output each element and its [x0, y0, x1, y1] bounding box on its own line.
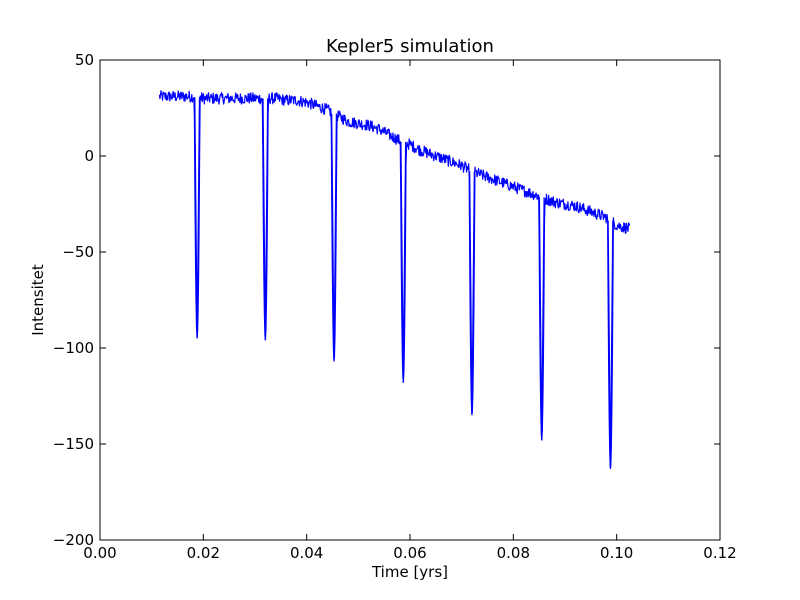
y-tick-label: −50	[62, 243, 94, 261]
plot-frame	[99, 59, 721, 541]
series-line	[158, 90, 631, 469]
y-tick-label: −200	[53, 531, 94, 549]
x-axis-label: Time [yrs]	[371, 563, 448, 581]
y-tick-label: 0	[84, 147, 94, 165]
x-tick-label: 0.02	[187, 544, 220, 562]
x-tick-label: 0.12	[703, 544, 736, 562]
y-tick-label: −150	[53, 435, 94, 453]
transit-dip	[400, 141, 407, 383]
x-tick-label: 0.06	[393, 544, 426, 562]
y-tick-label: 50	[75, 51, 94, 69]
transit-dip	[607, 220, 614, 469]
x-tick-label: 0.10	[600, 544, 633, 562]
transit-dip	[262, 98, 269, 341]
x-tick-label: 0.04	[290, 544, 323, 562]
transit-dip	[331, 113, 337, 362]
x-tick-label: 0.00	[83, 544, 116, 562]
transit-dip	[194, 97, 201, 339]
chart-title: Kepler5 simulation	[326, 36, 494, 57]
transit-dip	[469, 171, 475, 416]
y-axis-label: Intensitet	[29, 264, 47, 336]
y-tick-label: −100	[53, 339, 94, 357]
ticks-layer: 0.00 0.02 0.04 0.06 0.08 0.10 0.12 −200 −150 −100…	[53, 51, 737, 562]
x-tick-label: 0.08	[497, 544, 530, 562]
plot-area	[100, 60, 720, 540]
transit-dip	[538, 197, 545, 441]
series-layer	[158, 90, 631, 469]
